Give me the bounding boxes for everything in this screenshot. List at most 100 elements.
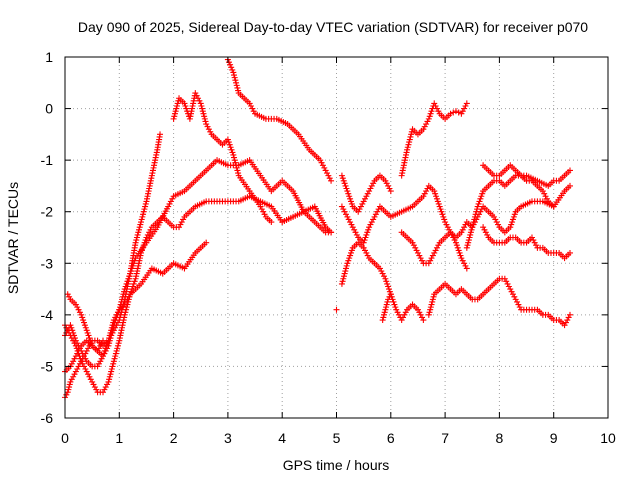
data-point xyxy=(347,219,354,226)
data-point xyxy=(443,221,450,228)
data-point xyxy=(360,198,367,205)
data-point xyxy=(82,324,89,331)
data-point xyxy=(462,102,469,109)
data-point xyxy=(95,345,102,352)
data-point xyxy=(348,200,355,207)
data-point xyxy=(342,268,349,275)
data-point xyxy=(110,319,117,326)
data-point xyxy=(133,237,140,244)
data-point xyxy=(66,381,73,388)
data-point xyxy=(136,224,143,231)
data-point xyxy=(398,317,405,324)
data-point xyxy=(116,304,123,311)
data-point xyxy=(107,371,114,378)
data-point xyxy=(516,304,523,311)
data-point xyxy=(338,172,345,179)
data-point xyxy=(340,275,347,282)
data-point xyxy=(425,311,432,318)
data-point xyxy=(531,239,538,246)
data-point xyxy=(226,141,233,148)
data-point xyxy=(321,164,328,171)
y-tick-label: -4 xyxy=(41,307,54,323)
data-point xyxy=(468,226,475,233)
data-point xyxy=(406,139,413,146)
x-tick-label: 4 xyxy=(278,430,286,446)
data-point xyxy=(433,105,440,112)
data-point xyxy=(375,206,382,213)
data-point xyxy=(405,141,412,148)
data-point xyxy=(268,219,275,226)
data-point xyxy=(233,164,240,171)
data-point xyxy=(71,332,78,339)
data-point xyxy=(326,175,333,182)
data-point xyxy=(110,360,117,367)
data-point xyxy=(428,301,435,308)
data-point xyxy=(419,257,426,264)
data-point xyxy=(454,244,461,251)
data-point xyxy=(408,131,415,138)
data-point xyxy=(469,224,476,231)
data-point xyxy=(464,242,471,249)
data-point xyxy=(129,283,136,290)
x-tick-label: 7 xyxy=(441,430,449,446)
data-point xyxy=(109,363,116,370)
data-point xyxy=(404,146,411,153)
data-point xyxy=(427,304,434,311)
data-point xyxy=(63,391,70,398)
data-point xyxy=(74,366,81,373)
data-point xyxy=(347,195,354,202)
data-point xyxy=(347,198,354,205)
data-point xyxy=(171,113,178,120)
x-tick-label: 9 xyxy=(550,430,558,446)
data-point xyxy=(122,309,129,316)
data-point xyxy=(470,219,477,226)
data-point xyxy=(402,309,409,316)
data-point xyxy=(87,337,94,344)
data-point xyxy=(119,293,126,300)
data-point xyxy=(476,198,483,205)
data-point xyxy=(427,110,434,117)
data-point xyxy=(541,190,548,197)
data-point xyxy=(510,213,517,220)
data-point xyxy=(195,95,202,102)
data-point xyxy=(246,100,253,107)
data-point xyxy=(490,213,497,220)
data-point xyxy=(381,309,388,316)
data-point xyxy=(207,128,214,135)
data-point xyxy=(467,231,474,238)
data-point xyxy=(85,371,92,378)
data-point xyxy=(344,188,351,195)
data-point xyxy=(507,286,514,293)
data-point xyxy=(124,296,131,303)
data-point xyxy=(129,262,136,269)
data-point xyxy=(200,110,207,117)
data-point xyxy=(98,355,105,362)
x-tick-label: 6 xyxy=(387,430,395,446)
data-point xyxy=(565,314,572,321)
data-point xyxy=(353,231,360,238)
data-point xyxy=(203,239,210,246)
data-point xyxy=(94,347,101,354)
data-point xyxy=(349,224,356,231)
data-point xyxy=(225,59,232,66)
data-point xyxy=(459,108,466,115)
data-point xyxy=(130,280,137,287)
data-point xyxy=(359,200,366,207)
data-point xyxy=(455,247,462,254)
data-point xyxy=(125,275,132,282)
data-point xyxy=(439,211,446,218)
data-point xyxy=(407,133,414,140)
data-point xyxy=(566,249,573,256)
data-point xyxy=(180,216,187,223)
data-point xyxy=(128,288,135,295)
data-point xyxy=(511,211,518,218)
data-point xyxy=(362,234,369,241)
data-point xyxy=(138,219,145,226)
data-point xyxy=(98,340,105,347)
data-point xyxy=(362,195,369,202)
data-point xyxy=(102,345,109,352)
data-point xyxy=(427,306,434,313)
data-point xyxy=(338,280,345,287)
